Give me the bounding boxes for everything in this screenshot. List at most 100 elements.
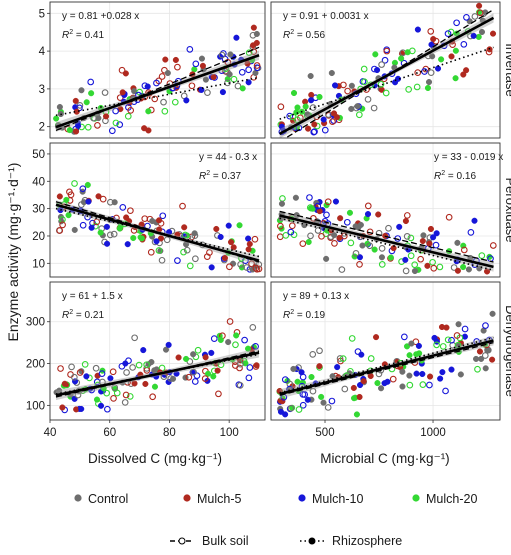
y-tick-label: 2 xyxy=(39,122,45,134)
overall-fit-line xyxy=(55,54,260,129)
observation-point xyxy=(450,264,458,271)
observation-point xyxy=(106,231,114,239)
observation-point xyxy=(119,204,127,211)
observation-point xyxy=(460,40,468,48)
observation-point xyxy=(174,257,181,264)
observation-point xyxy=(156,217,163,224)
rhizosphere-fit-line xyxy=(279,336,494,394)
observation-point xyxy=(425,78,433,86)
observation-point xyxy=(76,369,84,376)
panel-background xyxy=(50,282,265,420)
observation-point xyxy=(165,378,172,386)
observation-point xyxy=(144,83,151,90)
observation-point xyxy=(250,48,258,56)
observation-point xyxy=(460,263,467,271)
observation-point xyxy=(381,380,388,387)
legend: Control Mulch-5 Mulch-10 Mulch-20 Bulk soil R… xyxy=(74,492,477,548)
observation-point xyxy=(59,404,66,411)
observation-point xyxy=(452,47,459,54)
observation-point xyxy=(419,237,426,245)
observation-point xyxy=(320,399,327,406)
observation-point xyxy=(305,238,312,246)
observation-point xyxy=(378,254,385,261)
observation-point xyxy=(226,263,233,271)
observation-point xyxy=(157,235,165,242)
observation-point xyxy=(108,127,116,135)
observation-point xyxy=(158,256,166,264)
observation-point xyxy=(403,343,411,350)
observation-point xyxy=(448,53,455,60)
x-tick-label: 500 xyxy=(315,427,334,439)
legend-item-mulch-10: Mulch-10 xyxy=(298,492,363,506)
observation-point xyxy=(424,262,431,269)
observation-point xyxy=(118,362,126,370)
observation-point xyxy=(331,232,338,239)
observation-point xyxy=(71,226,78,233)
observation-point xyxy=(194,346,202,354)
observation-point xyxy=(318,393,325,400)
observation-point xyxy=(226,318,234,325)
y-tick-label: 4 xyxy=(39,46,46,58)
legend-label: Rhizosphere xyxy=(332,534,402,548)
observation-point xyxy=(427,373,434,380)
observation-point xyxy=(453,332,461,339)
observation-point xyxy=(131,380,138,387)
observation-point xyxy=(387,254,394,261)
observation-point xyxy=(230,244,237,251)
observation-point xyxy=(398,55,405,62)
panel-peroxidase-dissolved: y = 44 - 0.3 x R2 = 0.37 xyxy=(49,142,266,278)
observation-point xyxy=(354,103,361,110)
observation-point xyxy=(320,116,327,123)
observation-point xyxy=(413,370,420,377)
observation-point xyxy=(478,252,486,260)
observation-point xyxy=(406,352,413,359)
observation-point xyxy=(403,233,411,240)
observation-point xyxy=(252,264,260,272)
panel-border xyxy=(270,281,501,421)
observation-point xyxy=(357,381,364,389)
observation-point xyxy=(130,234,137,242)
observation-point xyxy=(340,232,348,240)
observation-point xyxy=(121,399,129,406)
observation-point xyxy=(356,254,363,261)
observation-point xyxy=(356,393,363,401)
observation-point xyxy=(287,404,295,412)
observation-point xyxy=(175,354,182,361)
regression-equation: y = 0.81 +0.028 x xyxy=(62,11,139,22)
observation-point xyxy=(104,405,111,413)
observation-point xyxy=(378,261,386,268)
observation-point xyxy=(396,223,403,230)
y-tick-label: 3 xyxy=(39,84,45,96)
observation-point xyxy=(484,347,491,354)
observation-point xyxy=(246,364,254,371)
observation-point xyxy=(407,252,415,260)
observation-point xyxy=(426,240,433,247)
observation-point xyxy=(171,98,179,106)
observation-point xyxy=(304,111,311,118)
observation-point xyxy=(428,41,435,48)
observation-point xyxy=(161,107,169,115)
observation-point xyxy=(179,202,186,210)
observation-point xyxy=(455,321,462,328)
observation-point xyxy=(298,369,305,376)
observation-point xyxy=(356,261,363,268)
observation-point xyxy=(478,355,485,362)
observation-points xyxy=(53,24,262,135)
observation-point xyxy=(314,227,322,234)
observation-point xyxy=(76,102,84,109)
panel-border xyxy=(270,1,501,139)
observation-point xyxy=(174,63,181,71)
legend-item-control: Control xyxy=(74,492,128,506)
observation-point xyxy=(111,384,119,391)
observation-point xyxy=(311,121,318,128)
observation-point xyxy=(359,242,366,249)
r-squared-label: R2 = 0.16 xyxy=(434,170,476,182)
observation-point xyxy=(129,364,136,371)
observation-point xyxy=(343,218,351,226)
observation-point xyxy=(482,365,489,372)
observation-point xyxy=(201,375,209,382)
observation-point xyxy=(123,369,130,376)
observation-point xyxy=(377,80,385,88)
observation-point xyxy=(324,404,332,411)
